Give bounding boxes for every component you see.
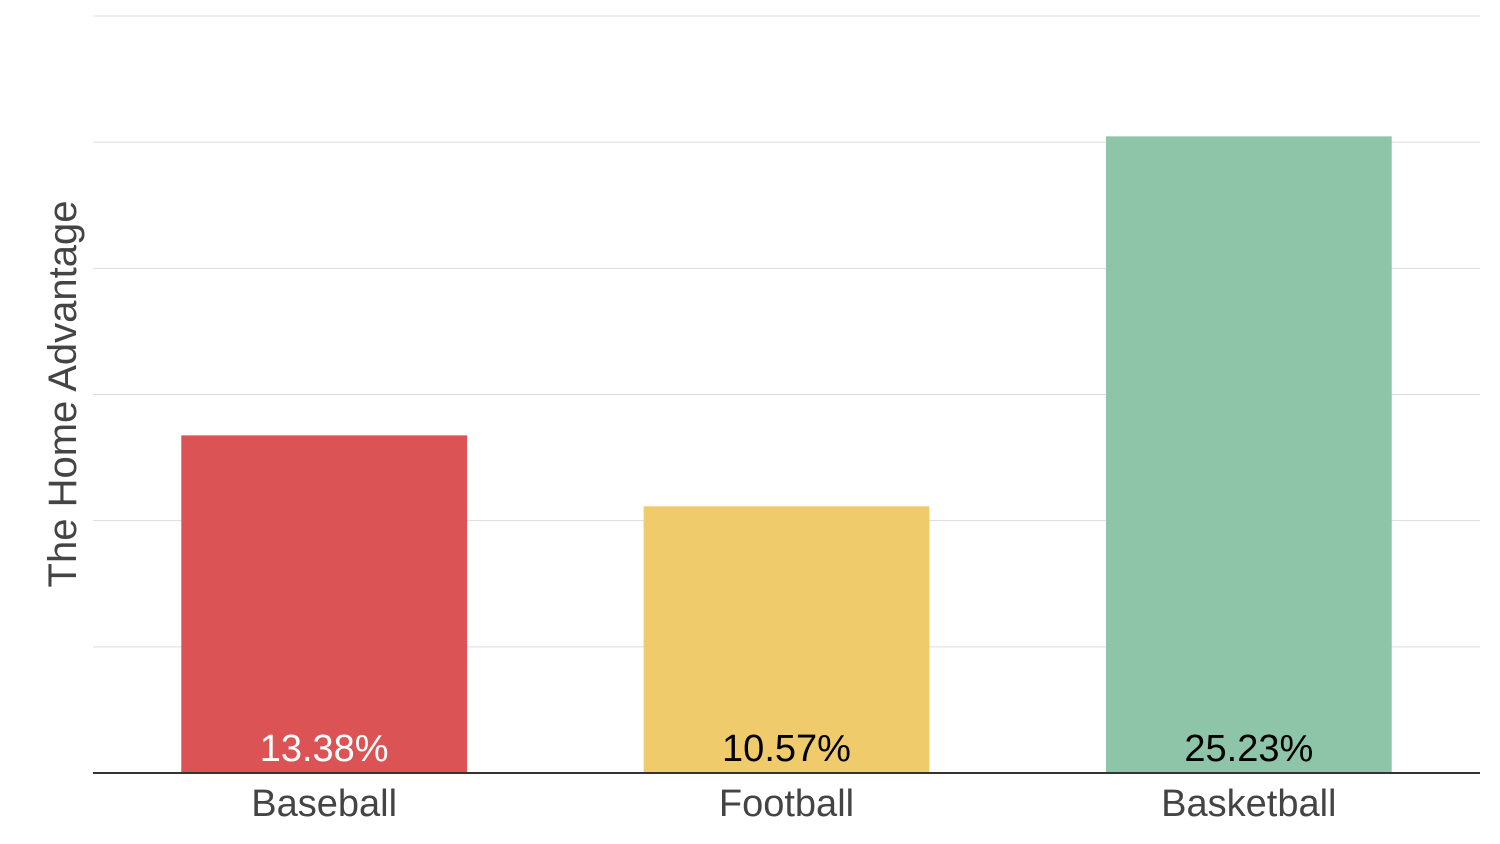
bar-basketball	[1105, 136, 1392, 773]
value-label-football: 10.57%	[722, 728, 851, 770]
category-label-basketball: Basketball	[1161, 783, 1336, 825]
bar-baseball	[181, 435, 468, 773]
bar-football	[643, 506, 930, 773]
value-labels: 13.38% 10.57% 25.23%	[260, 728, 1314, 770]
category-labels: Baseball Football Basketball	[251, 783, 1336, 825]
y-axis-title: The Home Advantage	[41, 201, 85, 588]
bars	[181, 136, 1392, 773]
category-label-football: Football	[719, 783, 854, 825]
category-label-baseball: Baseball	[251, 783, 397, 825]
value-label-baseball: 13.38%	[260, 728, 389, 770]
value-label-basketball: 25.23%	[1184, 728, 1313, 770]
